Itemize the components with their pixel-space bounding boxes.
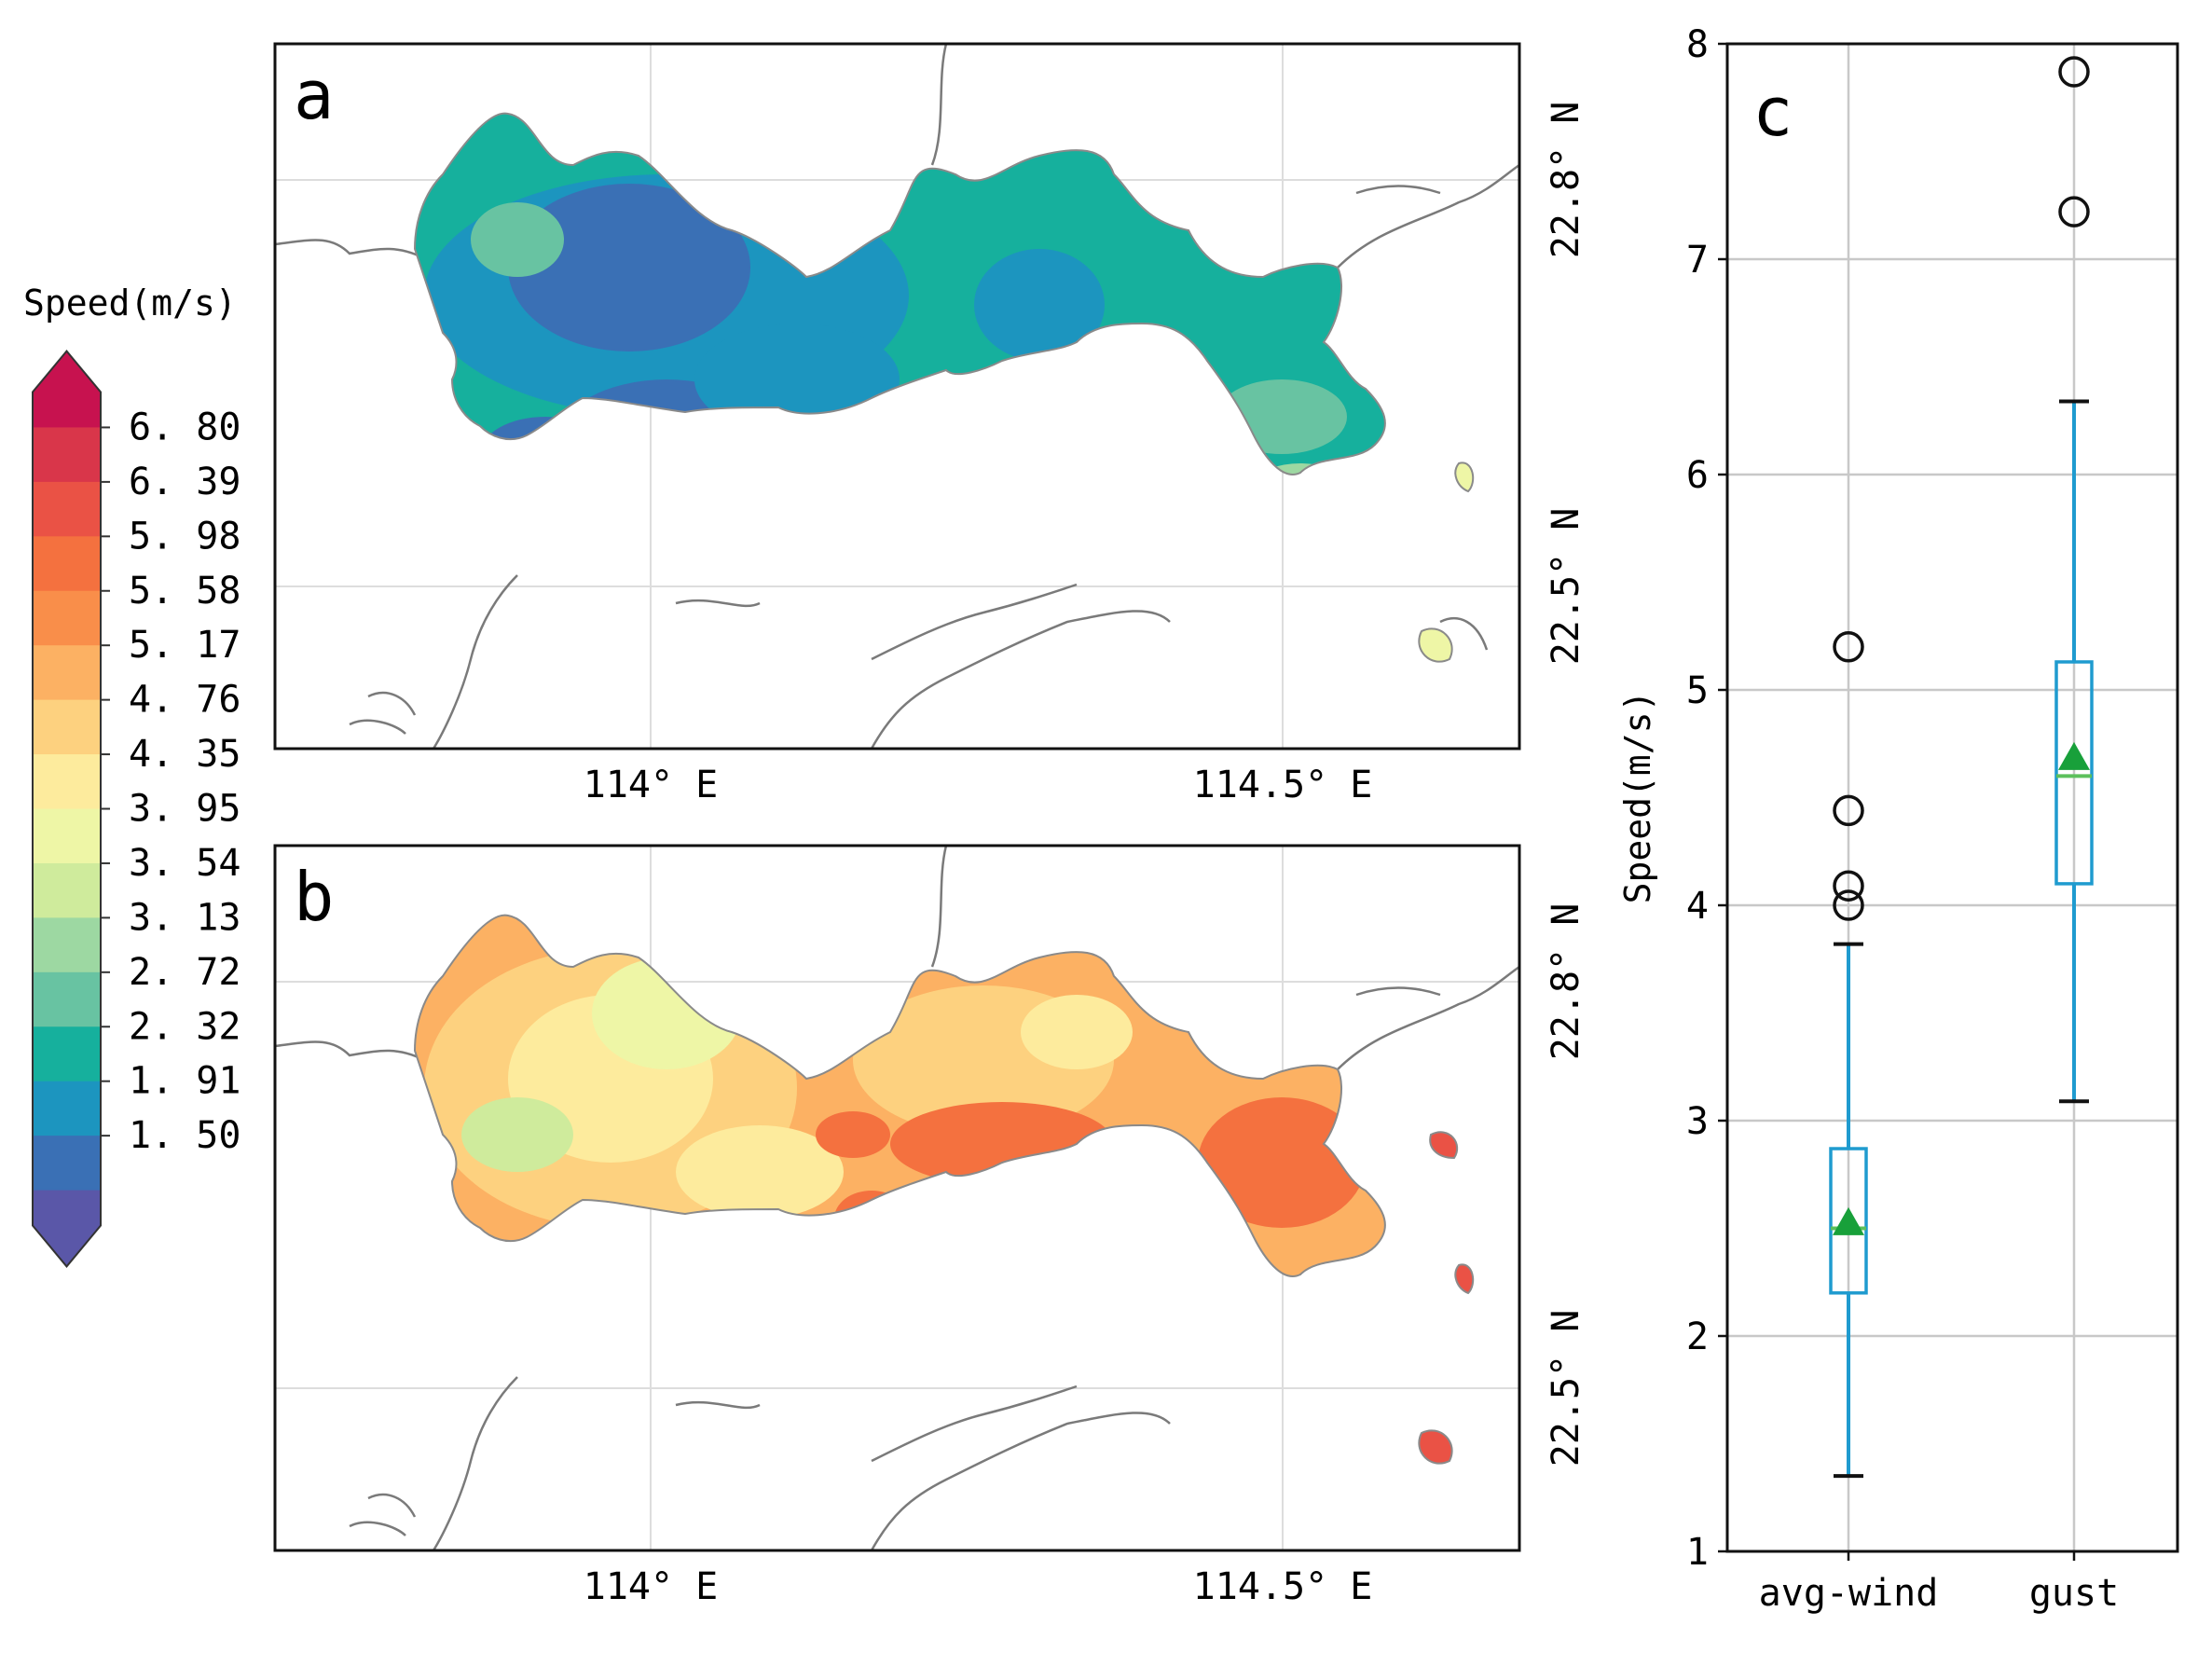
colorbar-block bbox=[33, 1081, 101, 1136]
y-tick-label: 5 bbox=[1686, 669, 1709, 712]
ytick-label: 22.8° N bbox=[1545, 102, 1587, 259]
colorbar-label: 2. 72 bbox=[129, 951, 240, 994]
colorbar-label: 5. 17 bbox=[129, 624, 240, 667]
ytick-label: 22.5° N bbox=[1545, 1310, 1587, 1467]
coastline bbox=[275, 44, 1519, 749]
y-tick-label: 1 bbox=[1686, 1531, 1709, 1574]
y-tick-label: 2 bbox=[1686, 1316, 1709, 1358]
outlier-point bbox=[1833, 794, 1864, 827]
colorbar-label: 6. 80 bbox=[129, 406, 240, 448]
outlier-point bbox=[1833, 870, 1864, 902]
xtick-label: 114.5° E bbox=[1193, 764, 1373, 806]
colorbar-label: 5. 98 bbox=[129, 515, 240, 558]
colorbar-block bbox=[33, 536, 101, 592]
xtick-label: 114° E bbox=[584, 1565, 719, 1608]
xtick-label: 114° E bbox=[584, 764, 719, 806]
colorbar-block bbox=[33, 754, 101, 809]
outlier-point bbox=[1833, 631, 1864, 663]
colorbar-block bbox=[33, 427, 101, 483]
colorbar-extend-top bbox=[33, 351, 101, 428]
map-panel-a: a 114° E 114.5° E 22.8° N 22.5° N bbox=[273, 42, 1587, 806]
y-tick-label: 7 bbox=[1686, 239, 1709, 282]
colorbar-title: Speed(m/s) bbox=[23, 282, 237, 324]
outlier-point bbox=[1833, 889, 1864, 921]
y-tick-label: 3 bbox=[1686, 1100, 1709, 1143]
colorbar-block bbox=[33, 699, 101, 755]
y-tick-label: 4 bbox=[1686, 885, 1709, 928]
x-tick-label: gust bbox=[2029, 1572, 2119, 1615]
colorbar-label: 1. 50 bbox=[129, 1114, 240, 1157]
colorbar-label: 4. 76 bbox=[129, 679, 240, 722]
colorbar-block bbox=[33, 1136, 101, 1192]
xtick-label: 114.5° E bbox=[1193, 1565, 1373, 1608]
map-panel-b: b 114° E 114.5° E 22.8° N 22.5° N bbox=[273, 844, 1587, 1608]
plot-frame bbox=[1725, 42, 2179, 1553]
mean-marker bbox=[2058, 741, 2090, 770]
colorbar-block bbox=[33, 862, 101, 918]
colorbar-label: 4. 35 bbox=[129, 733, 240, 776]
y-tick-label: 8 bbox=[1686, 23, 1709, 66]
colorbar-label: 3. 54 bbox=[129, 842, 240, 885]
colorbar-label: 5. 58 bbox=[129, 570, 240, 613]
colorbar: Speed(m/s) 6. 80 6. 39 5. 98 5. 58 5. 17 4. 7… bbox=[23, 282, 240, 1268]
colorbar-block bbox=[33, 590, 101, 646]
colorbar-extend-bottom bbox=[33, 1190, 101, 1267]
colorbar-block bbox=[33, 971, 101, 1027]
y-axis-label: Speed(m/s) bbox=[1617, 691, 1658, 904]
colorbar-block bbox=[33, 808, 101, 864]
colorbar-label: 3. 95 bbox=[129, 788, 240, 831]
colorbar-block bbox=[33, 1026, 101, 1082]
colorbar-block bbox=[33, 917, 101, 973]
panel-label-c: c bbox=[1752, 73, 1793, 151]
colorbar-label: 3. 13 bbox=[129, 896, 240, 939]
y-tick-label: 6 bbox=[1686, 454, 1709, 497]
mean-marker bbox=[1833, 1206, 1864, 1235]
x-tick-label: avg-wind bbox=[1759, 1572, 1939, 1615]
ytick-label: 22.5° N bbox=[1545, 508, 1587, 666]
boxplot-panel-c: 1 2 3 4 5 6 7 8 avg-wind gust c Speed(m/s) bbox=[1617, 23, 2179, 1615]
iqr-box bbox=[1829, 1147, 1868, 1295]
iqr-box bbox=[2054, 660, 2094, 886]
coastline bbox=[275, 846, 1519, 1550]
outlier-point bbox=[2058, 196, 2090, 227]
colorbar-block bbox=[33, 645, 101, 701]
panel-label-a: a bbox=[294, 56, 334, 134]
colorbar-outline bbox=[32, 350, 102, 1268]
colorbar-label: 6. 39 bbox=[129, 461, 240, 503]
panel-label-b: b bbox=[294, 858, 334, 936]
outlier-point bbox=[2058, 56, 2090, 88]
colorbar-label: 2. 32 bbox=[129, 1005, 240, 1048]
colorbar-label: 1. 91 bbox=[129, 1060, 240, 1103]
ytick-label: 22.8° N bbox=[1545, 903, 1587, 1061]
colorbar-block bbox=[33, 481, 101, 537]
